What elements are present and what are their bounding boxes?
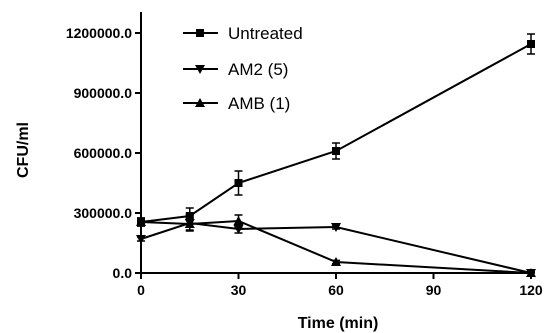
legend-entry-3: AMB (1) (183, 94, 290, 113)
series-3 (136, 214, 536, 277)
x-tick-label: 120 (519, 282, 543, 298)
legend-label: AM2 (5) (228, 60, 288, 79)
data-point (184, 219, 195, 228)
data-point (527, 40, 535, 48)
legend-marker (195, 98, 205, 107)
series-1 (137, 33, 535, 227)
y-tick-label: 600000.0 (74, 145, 133, 161)
legend-marker (196, 29, 204, 37)
legend-label: AMB (1) (228, 94, 290, 113)
x-tick-label: 90 (426, 282, 442, 298)
legend-label: Untreated (228, 24, 303, 43)
axes: 0.0 300000.0 600000.0 900000.0 1200000.0 0 30 6… (66, 12, 543, 298)
x-axis-title: Time (min) (298, 315, 379, 332)
y-tick-label: 1200000.0 (66, 25, 132, 41)
legend-entry-2: AM2 (5) (183, 60, 288, 79)
data-point (136, 217, 146, 226)
data-point (332, 147, 340, 155)
data-point (331, 257, 341, 266)
y-tick-label: 0.0 (113, 265, 133, 281)
data-point (234, 179, 243, 187)
data-point (331, 223, 341, 232)
y-axis-title: CFU/ml (15, 122, 32, 178)
x-tick-label: 0 (137, 282, 145, 298)
y-tick-label: 900000.0 (74, 85, 133, 101)
x-tick-label: 30 (231, 282, 247, 298)
data-point (136, 235, 146, 244)
series-layer (136, 33, 536, 278)
x-tick-label: 60 (328, 282, 344, 298)
legend-entry-1: Untreated (183, 24, 303, 43)
legend-marker (195, 65, 205, 74)
y-tick-label: 300000.0 (74, 205, 133, 221)
data-point (233, 216, 244, 225)
data-point (526, 268, 536, 277)
legend: Untreated AM2 (5) AMB (1) (183, 24, 303, 113)
